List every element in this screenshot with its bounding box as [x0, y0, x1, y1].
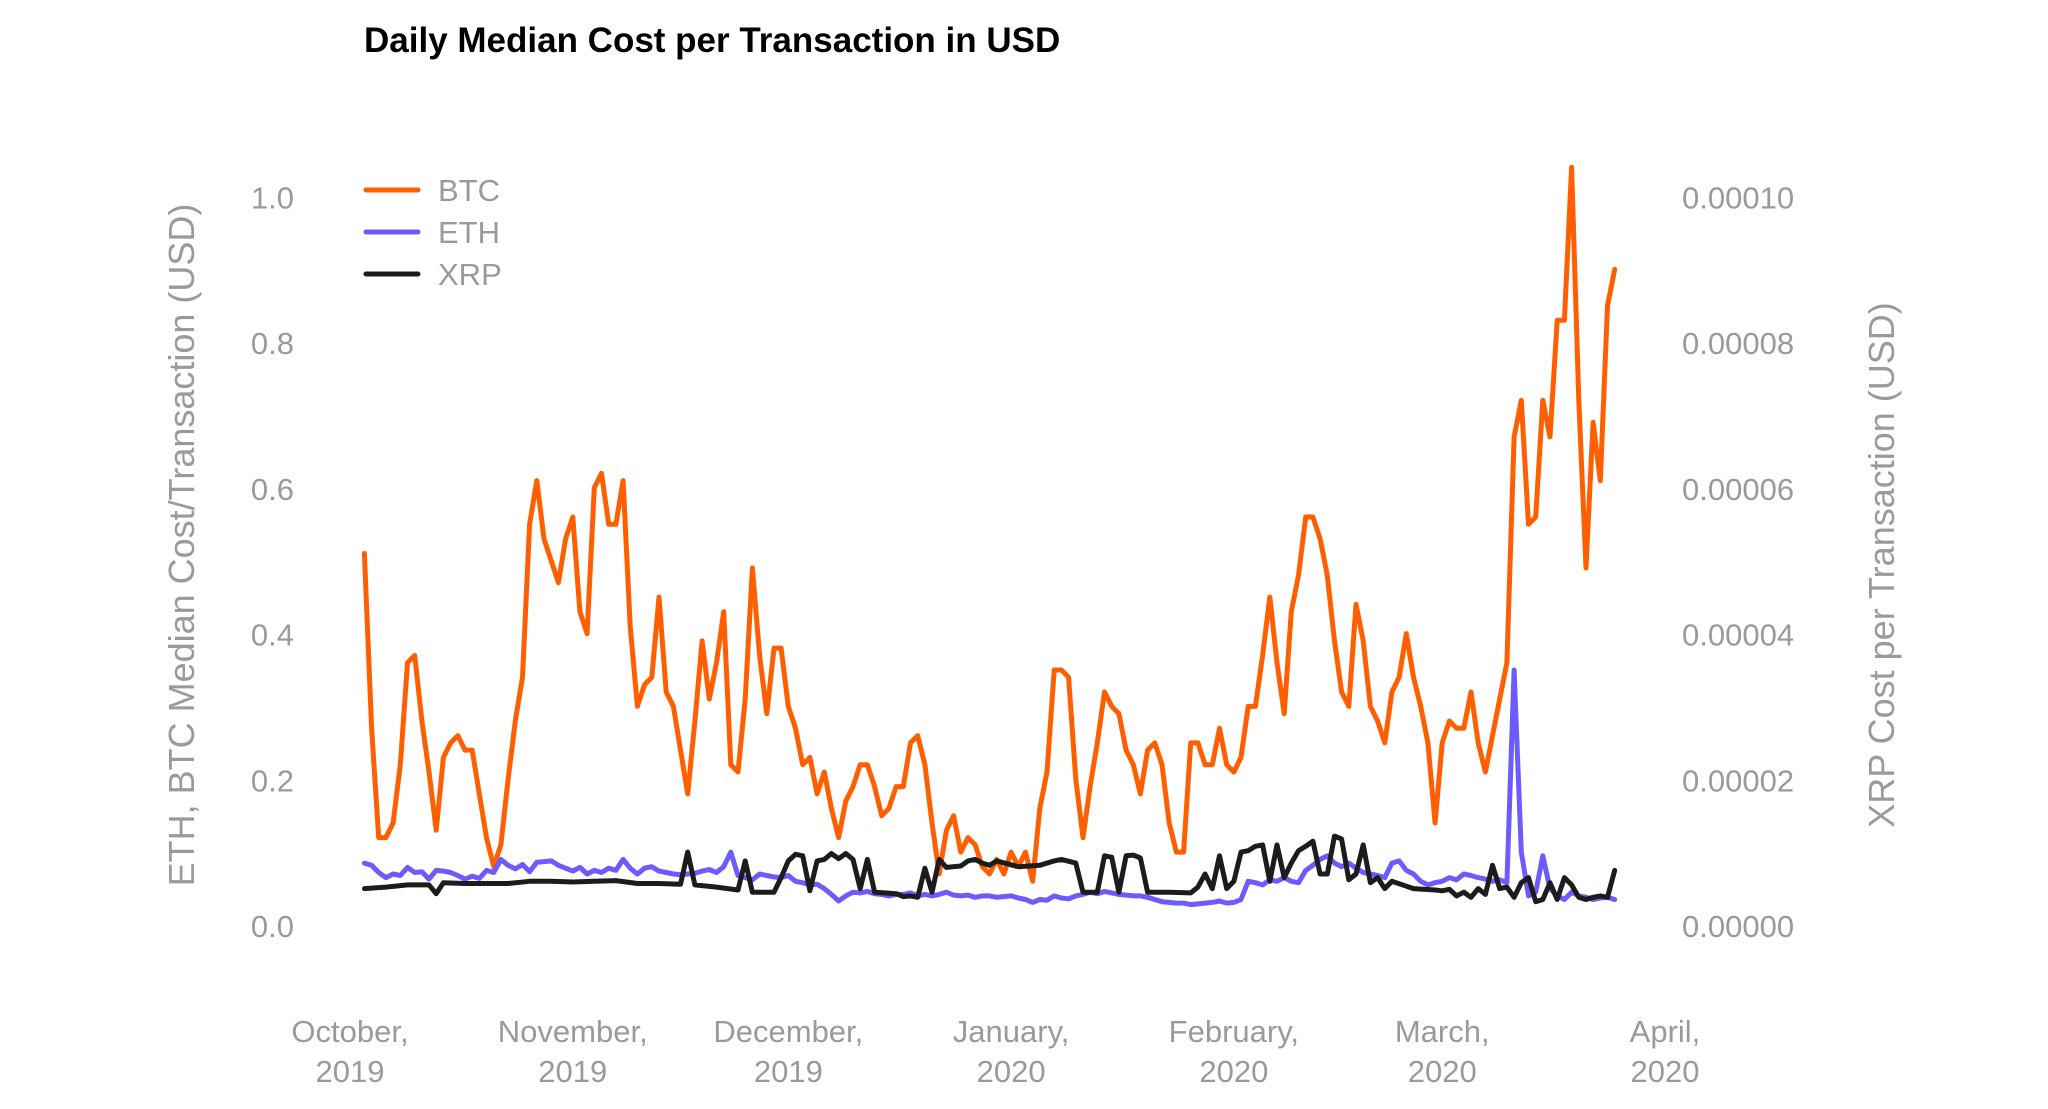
- y2-tick-label: 0.00008: [1682, 326, 1794, 361]
- y-tick-label: 1.0: [251, 180, 294, 215]
- y2-tick-label: 0.00002: [1682, 763, 1794, 798]
- series-line-btc: [361, 164, 1618, 884]
- y2-tick-label: 0.00010: [1682, 180, 1794, 215]
- y-tick-label: 0.6: [251, 472, 294, 507]
- series-lines: [361, 164, 1618, 908]
- x-tick-label: December, 2019: [713, 1014, 863, 1089]
- chart-title: Daily Median Cost per Transaction in USD: [364, 21, 1060, 60]
- legend-label-xrp: XRP: [438, 257, 502, 292]
- y-tick-label: 0.4: [251, 618, 294, 653]
- y2-tick-label: 0.00006: [1682, 472, 1794, 507]
- x-tick-label: March, 2020: [1395, 1014, 1490, 1089]
- y-tick-label: 0.0: [251, 909, 294, 944]
- x-tick-label: November, 2019: [498, 1014, 648, 1089]
- x-tick-label: January, 2020: [953, 1014, 1070, 1089]
- y2-tick-label: 0.00004: [1682, 618, 1794, 653]
- legend-label-eth: ETH: [438, 215, 500, 250]
- series-line-eth: [361, 667, 1618, 908]
- y-tick-label: 0.2: [251, 763, 294, 798]
- x-tick-label: October, 2019: [291, 1014, 408, 1089]
- y-tick-label: 0.8: [251, 326, 294, 361]
- x-axis-ticks: October, 2019 November, 2019 December, 2019 Ja…: [291, 1014, 1700, 1089]
- y-axis-ticks: 0.0 0.2 0.4 0.6 0.8 1.0: [251, 180, 294, 944]
- series-line-xrp: [361, 833, 1618, 905]
- legend: BTC ETH XRP: [363, 173, 502, 292]
- x-tick-label: February, 2020: [1169, 1014, 1299, 1089]
- legend-label-btc: BTC: [438, 173, 500, 208]
- y2-axis-label: XRP Cost per Transaction (USD): [1861, 302, 1902, 828]
- x-tick-label: April, 2020: [1630, 1014, 1701, 1089]
- y2-tick-label: 0.00000: [1682, 909, 1794, 944]
- y2-axis-ticks: 0.00000 0.00002 0.00004 0.00006 0.00008 0.000…: [1682, 180, 1794, 944]
- y-axis-label: ETH, BTC Median Cost/Transaction (USD): [161, 204, 202, 887]
